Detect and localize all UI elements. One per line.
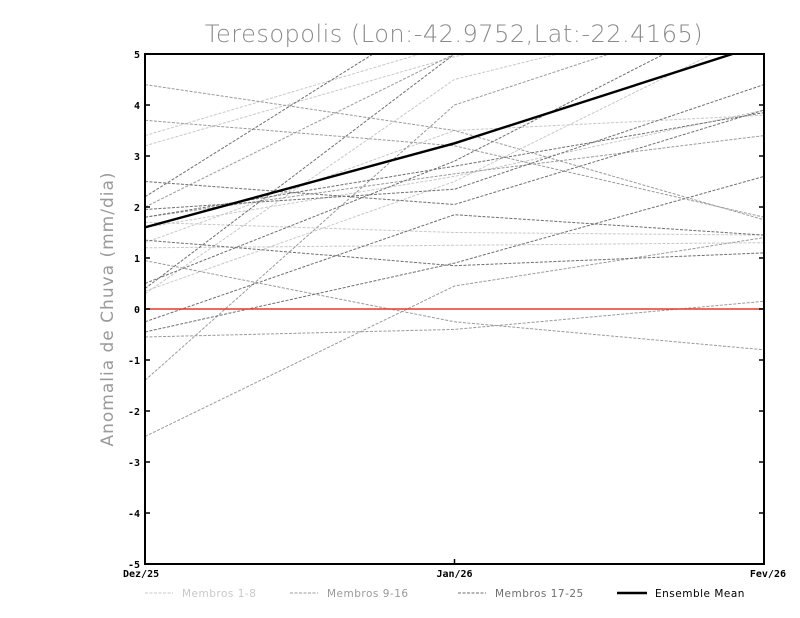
member-line-19 bbox=[145, 84, 764, 210]
member-line-9 bbox=[145, 84, 764, 221]
legend-label: Membros 9-16 bbox=[327, 588, 409, 600]
y-tick-label: -2 bbox=[128, 407, 140, 418]
y-tick-label: -1 bbox=[128, 356, 140, 367]
y-tick-label: 3 bbox=[134, 152, 140, 163]
x-tick-label: Fev/26 bbox=[750, 569, 786, 580]
member-line-16 bbox=[145, 300, 764, 338]
member-line-21 bbox=[145, 54, 666, 284]
x-tick-label: Dez/25 bbox=[123, 569, 159, 580]
y-tick-label: 2 bbox=[134, 203, 140, 214]
member-line-4 bbox=[145, 114, 764, 244]
y-tick-label: 1 bbox=[134, 254, 140, 265]
member-line-5 bbox=[145, 242, 764, 249]
member-line-6 bbox=[145, 54, 714, 292]
mean-layer bbox=[145, 54, 737, 229]
member-line-18 bbox=[145, 54, 374, 198]
x-tick-label: Jan/26 bbox=[436, 569, 472, 580]
y-tick-label: 0 bbox=[134, 305, 140, 316]
member-line-20 bbox=[145, 239, 764, 267]
member-line-13 bbox=[145, 260, 764, 351]
legend-label: Ensemble Mean bbox=[655, 588, 745, 600]
member-line-11 bbox=[145, 54, 459, 208]
legend-label: Membros 1-8 bbox=[182, 588, 256, 600]
legend: Membros 1-8 Membros 9-16 Membros 17-25 Ense… bbox=[145, 588, 745, 600]
y-tick-label: 4 bbox=[134, 101, 140, 112]
member-line-10 bbox=[145, 119, 764, 218]
member-line-7 bbox=[145, 54, 560, 295]
x-ticks: Dez/25 Jan/26 Fev/26 bbox=[123, 559, 786, 580]
ensemble-mean-line bbox=[145, 54, 737, 229]
member-line-2 bbox=[145, 54, 473, 147]
y-tick-label: -3 bbox=[128, 458, 140, 469]
member-line-22 bbox=[145, 214, 764, 323]
y-axis-label: Anomalia de Chuva (mm/dia) bbox=[98, 171, 118, 446]
chart-title: Teresopolis (Lon:-42.9752,Lat:-22.4165) bbox=[205, 20, 703, 48]
legend-label: Membros 17-25 bbox=[495, 588, 584, 600]
member-line-14 bbox=[145, 54, 611, 381]
y-tick-label: 5 bbox=[134, 50, 140, 61]
member-line-3 bbox=[145, 109, 764, 228]
y-tick-label: -4 bbox=[128, 509, 140, 520]
member-line-17 bbox=[145, 109, 764, 206]
series-layer bbox=[145, 54, 764, 437]
member-line-15 bbox=[145, 237, 764, 437]
y-ticks: -5 -4 -3 -2 -1 0 1 2 3 4 5 bbox=[128, 50, 764, 571]
member-line-12 bbox=[145, 135, 764, 218]
y-tick-label: -5 bbox=[128, 560, 140, 571]
